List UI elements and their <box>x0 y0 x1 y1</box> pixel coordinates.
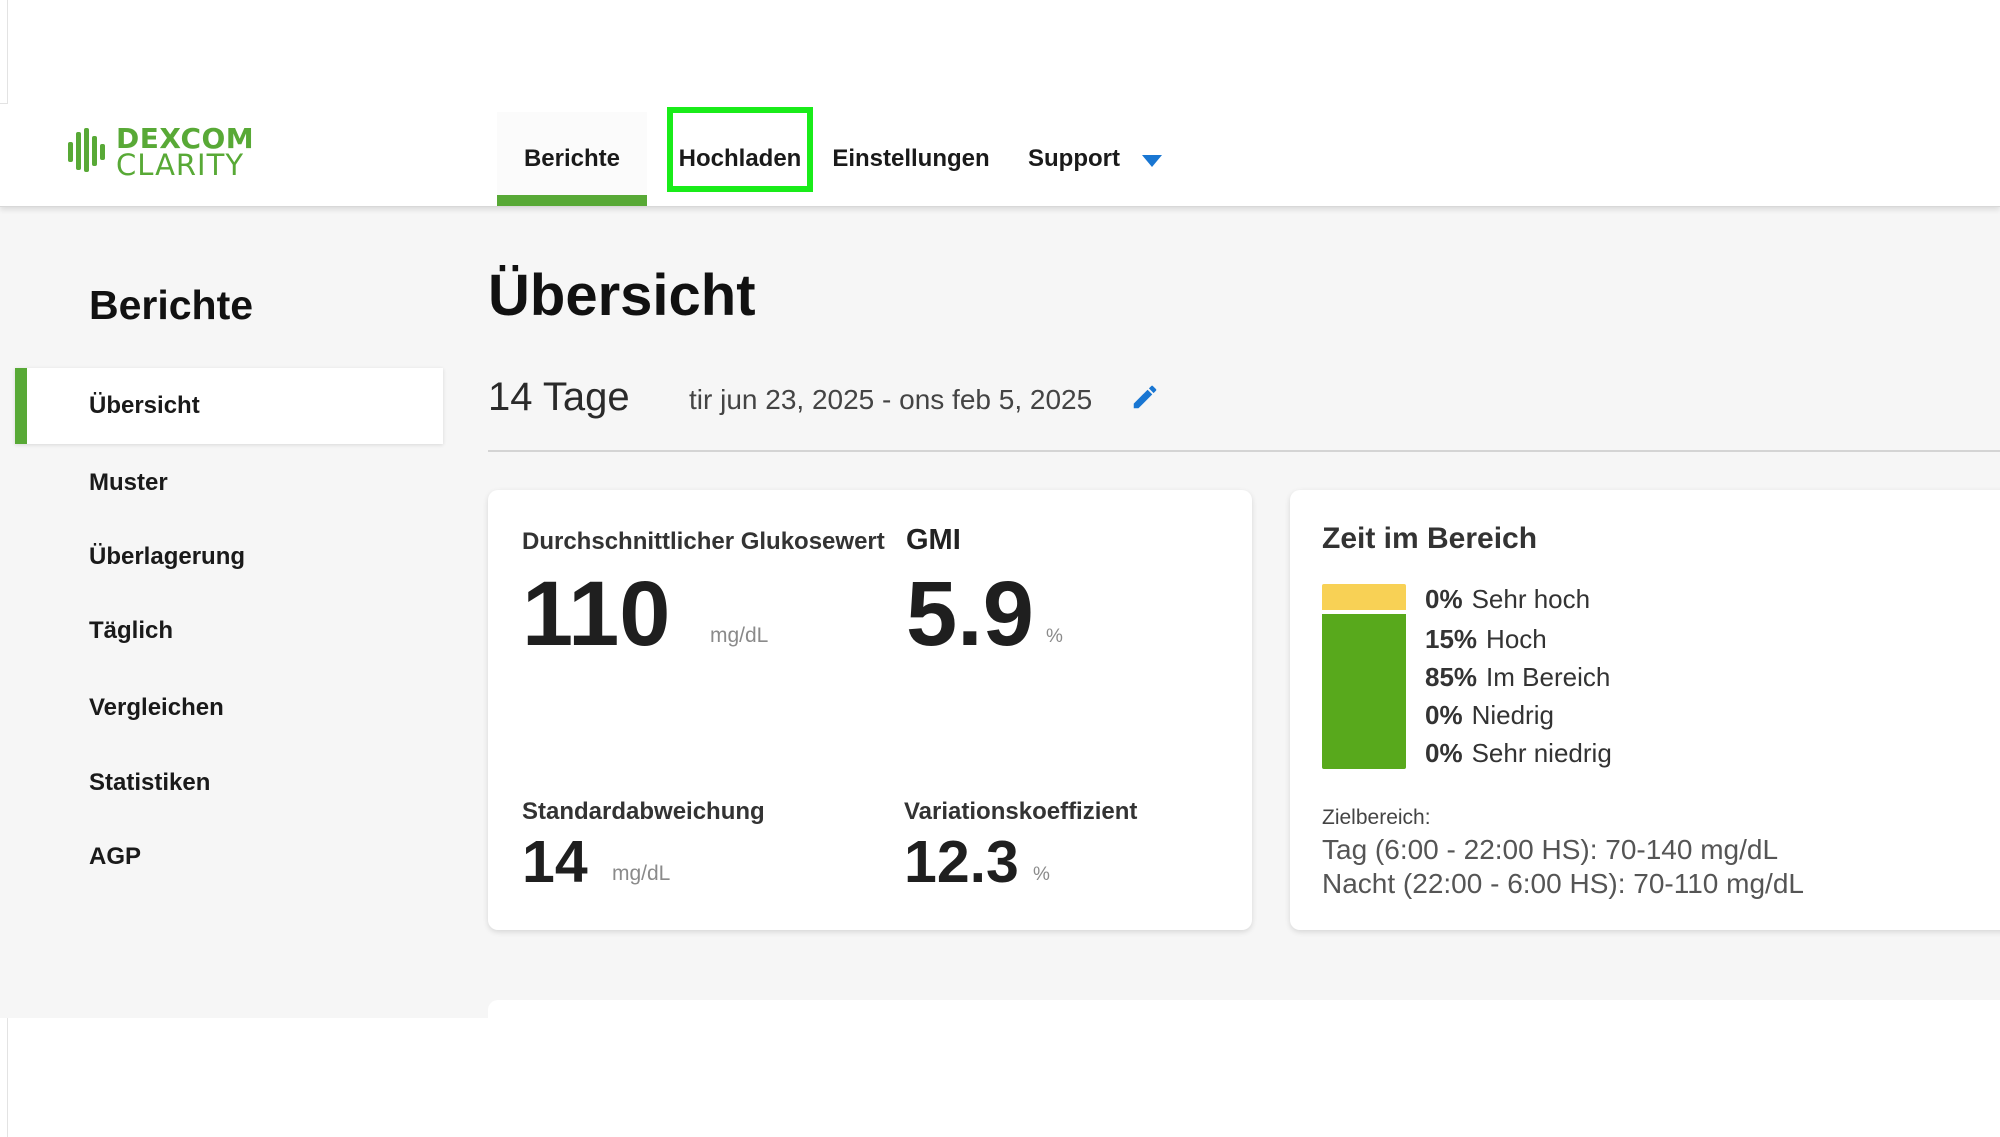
gmi-unit: % <box>1046 626 1063 647</box>
std-dev-unit: mg/dL <box>612 862 671 885</box>
window-edge-line <box>7 1018 8 1137</box>
tir-pct: 0% <box>1425 700 1463 730</box>
window-edge-line <box>7 0 8 103</box>
tir-row-high: 15% Hoch <box>1425 624 1547 655</box>
tir-pct: 0% <box>1425 584 1463 614</box>
chevron-down-icon <box>1141 155 1162 167</box>
gmi-label: GMI <box>906 524 961 556</box>
tab-support-label: Support <box>1028 145 1120 172</box>
tir-pct: 15% <box>1425 624 1478 654</box>
tab-support[interactable]: Support <box>1020 112 1170 206</box>
sidebar-item-muster[interactable]: Muster <box>89 469 168 496</box>
pencil-icon[interactable] <box>1130 382 1160 412</box>
std-dev-label: Standardabweichung <box>522 798 765 825</box>
date-range-days: 14 Tage <box>488 375 630 419</box>
hochladen-highlight-box <box>667 107 813 192</box>
tir-bar-high <box>1322 584 1406 610</box>
date-range-dates: tir jun 23, 2025 - ons feb 5, 2025 <box>689 384 1093 415</box>
logo-text-dexcom: DEXCOM <box>116 122 255 155</box>
tab-berichte[interactable]: Berichte <box>497 112 647 206</box>
avg-glucose-value: 110 <box>522 563 671 665</box>
sidebar-item-agp[interactable]: AGP <box>89 843 142 870</box>
sidebar-item-uebersicht[interactable]: Übersicht <box>15 368 443 444</box>
tir-label: Im Bereich <box>1486 662 1611 692</box>
tir-row-very-high: 0% Sehr hoch <box>1425 584 1590 615</box>
avg-glucose-label: Durchschnittlicher Glukosewert <box>522 528 885 555</box>
tab-berichte-label: Berichte <box>523 145 621 172</box>
coef-var-label: Variationskoeffizient <box>904 798 1138 825</box>
target-range-label: Zielbereich: <box>1322 806 1431 829</box>
section-divider <box>488 450 2000 452</box>
sidebar-item-vergleichen[interactable]: Vergleichen <box>89 694 224 721</box>
top-navigation-bar: DEXCOM CLARITY Berichte Hochladen Einste… <box>0 0 2000 207</box>
sidebar-title: Berichte <box>89 282 254 328</box>
gmi-value: 5.9 <box>906 563 1034 665</box>
time-in-range-card <box>1290 490 2000 930</box>
tab-hochladen-label: Hochladen <box>678 145 802 172</box>
coef-var-value: 12.3 <box>904 829 1019 895</box>
page-title: Übersicht <box>488 263 756 328</box>
sidebar-item-statistiken[interactable]: Statistiken <box>89 769 211 796</box>
active-tab-underline <box>497 195 647 206</box>
target-range-night: Nacht (22:00 - 6:00 HS): 70-110 mg/dL <box>1322 868 1804 899</box>
tab-einstellungen[interactable]: Einstellungen <box>831 112 991 206</box>
sidebar-item-label: Übersicht <box>89 392 200 419</box>
dexcom-bars-icon <box>68 128 105 172</box>
active-indicator <box>15 368 27 444</box>
tir-label: Sehr hoch <box>1471 584 1591 614</box>
tab-einstellungen-label: Einstellungen <box>832 145 990 172</box>
time-in-range-title: Zeit im Bereich <box>1322 522 1538 555</box>
page-bottom-margin <box>0 1018 2000 1137</box>
tir-label: Hoch <box>1486 624 1547 654</box>
dexcom-clarity-logo[interactable]: DEXCOM CLARITY <box>68 120 254 182</box>
tir-pct: 85% <box>1425 662 1478 692</box>
tir-row-in-range: 85% Im Bereich <box>1425 662 1610 693</box>
sidebar-item-ueberlagerung[interactable]: Überlagerung <box>89 543 246 570</box>
window-edge-tick <box>0 103 8 104</box>
glucose-metrics-card <box>488 490 1252 930</box>
coef-var-unit: % <box>1033 864 1050 885</box>
tir-row-low: 0% Niedrig <box>1425 700 1554 731</box>
std-dev-value: 14 <box>522 829 588 895</box>
sidebar-item-taeglich[interactable]: Täglich <box>89 617 174 644</box>
logo-text-clarity: CLARITY <box>116 148 245 182</box>
tab-hochladen[interactable]: Hochladen <box>673 112 807 206</box>
tir-row-very-low: 0% Sehr niedrig <box>1425 738 1612 769</box>
avg-glucose-unit: mg/dL <box>710 624 769 647</box>
tir-bar-in-range <box>1322 614 1406 769</box>
tir-label: Sehr niedrig <box>1471 738 1612 768</box>
tir-pct: 0% <box>1425 738 1463 768</box>
target-range-day: Tag (6:00 - 22:00 HS): 70-140 mg/dL <box>1322 834 1779 865</box>
tir-label: Niedrig <box>1471 700 1554 730</box>
